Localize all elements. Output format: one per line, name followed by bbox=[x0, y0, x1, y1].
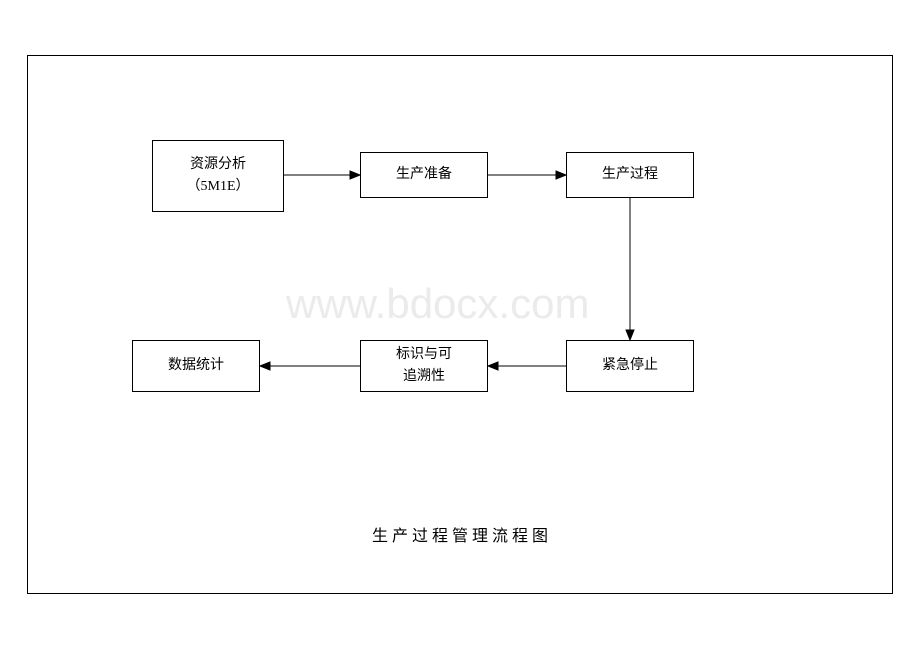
node-label: 标识与可 bbox=[396, 344, 452, 366]
node-resource-analysis: 资源分析 （5M1E） bbox=[152, 140, 284, 212]
node-label: 数据统计 bbox=[168, 355, 224, 377]
node-production-prep: 生产准备 bbox=[360, 152, 488, 198]
node-label: 生产准备 bbox=[396, 164, 452, 186]
node-label: 生产过程 bbox=[602, 164, 658, 186]
node-label: （5M1E） bbox=[187, 176, 250, 198]
outer-frame bbox=[27, 55, 893, 594]
node-label: 紧急停止 bbox=[602, 355, 658, 377]
node-emergency-stop: 紧急停止 bbox=[566, 340, 694, 392]
node-data-stats: 数据统计 bbox=[132, 340, 260, 392]
page-root: www.bdocx.com 资源分析 （5M1E） 生产准备 生产过程 紧急停止… bbox=[0, 0, 920, 651]
diagram-title: 生 产 过 程 管 理 流 程 图 bbox=[0, 522, 920, 546]
node-traceability: 标识与可 追溯性 bbox=[360, 340, 488, 392]
node-label: 资源分析 bbox=[190, 154, 246, 176]
node-production-process: 生产过程 bbox=[566, 152, 694, 198]
node-label: 追溯性 bbox=[403, 366, 445, 388]
